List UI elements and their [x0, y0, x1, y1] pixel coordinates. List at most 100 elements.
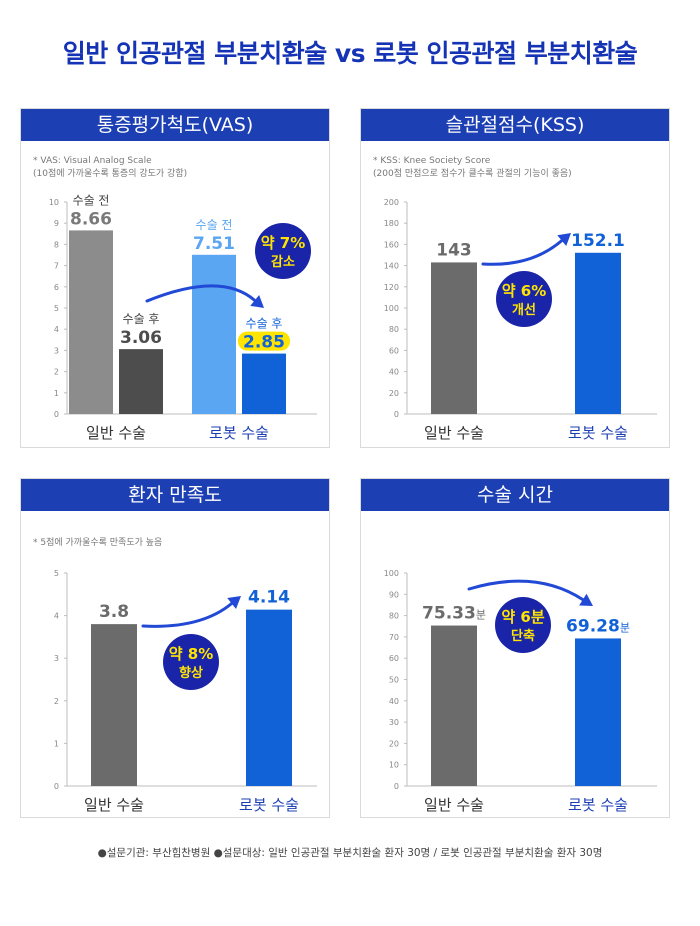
y-tick-label: 10: [49, 198, 59, 207]
chart-vas: 0 1 2 3 4 5 6 7 8 9 10 수술 전 8.66 수술 후 3.06 수술 전 7.51 수술 후…: [49, 193, 317, 442]
x-category-label: 로봇 수술: [568, 424, 628, 442]
change-badge-label: 감소: [271, 255, 295, 270]
x-category-label: 로봇 수술: [239, 796, 299, 814]
panel-vas: 통증평가척도(VAS) * VAS: Visual Analog Scale (…: [20, 108, 330, 448]
panel-satisfaction: 환자 만족도 * 5점에 가까울수록 만족도가 높음 0 1 2 3 4 5 3.8 4.14…: [20, 478, 330, 818]
panel-satisfaction-title: 환자 만족도: [21, 479, 329, 511]
change-badge-value: 약 8%: [169, 645, 214, 663]
panel-kss-title: 슬관절점수(KSS): [361, 109, 669, 141]
y-tick-label: 60: [389, 654, 399, 663]
change-badge-label: 단축: [511, 628, 535, 644]
y-tick-label: 2: [54, 697, 59, 706]
trend-arrow: [467, 579, 585, 602]
y-tick-label: 40: [389, 697, 399, 706]
change-badge: [163, 634, 219, 690]
note-line: (10점에 가까울수록 통증의 강도가 강함): [33, 169, 188, 179]
note-line: * KSS: Knee Society Score: [373, 156, 491, 166]
y-tick-label: 9: [54, 219, 59, 228]
y-tick-label: 1: [54, 739, 59, 748]
bar-pre-surgery: [192, 254, 236, 414]
panel-vas-note: * VAS: Visual Analog Scale (10점에 가까울수록 통…: [33, 155, 187, 181]
trend-arrow-head: [579, 593, 593, 606]
panel-vas-title: 통증평가척도(VAS): [21, 109, 329, 141]
change-badge-label: 개선: [512, 302, 536, 318]
bar-value-number: 75.33: [422, 604, 476, 624]
bar-value-label: 69.28분: [566, 616, 630, 636]
y-tick-label: 140: [384, 262, 399, 271]
y-tick-label: 4: [54, 612, 59, 621]
change-badge: [495, 597, 551, 653]
series-label-post: 수술 후: [123, 312, 160, 326]
y-tick-label: 60: [389, 346, 399, 355]
bar-post-surgery: [242, 353, 286, 414]
bar-pre-surgery: [69, 230, 113, 414]
y-tick-label: 3: [54, 346, 59, 355]
y-tick-label: 1: [54, 389, 59, 398]
trend-arrow: [145, 284, 257, 303]
trend-arrow: [141, 601, 234, 628]
y-tick-label: 200: [384, 198, 399, 207]
bar-value-label: 3.06: [120, 328, 162, 348]
change-badge: [255, 223, 311, 279]
trend-arrow-head: [557, 233, 571, 247]
bar-value-label: 152.1: [571, 231, 625, 251]
y-tick-label: 80: [389, 325, 399, 334]
note-line: * 5점에 가까울수록 만족도가 높음: [33, 538, 163, 548]
series-label-post: 수술 후: [246, 317, 283, 331]
y-tick-label: 160: [384, 240, 399, 249]
bar-value-label: 143: [436, 240, 472, 260]
x-category-label: 일반 수술: [86, 424, 146, 442]
trend-arrow-head: [227, 596, 241, 609]
chart-satisfaction: 0 1 2 3 4 5 3.8 4.14 일반 수술 로봇 수술 약 8% 향상: [54, 569, 317, 814]
y-tick-label: 8: [54, 240, 59, 249]
y-tick-label: 6: [54, 283, 59, 292]
y-tick-label: 0: [54, 410, 59, 419]
y-tick-label: 40: [389, 368, 399, 377]
change-badge-value: 약 7%: [261, 234, 306, 252]
y-tick-label: 5: [54, 304, 59, 313]
y-tick-label: 20: [389, 389, 399, 398]
bar-value-label: 3.8: [99, 602, 129, 622]
footer-note: ●설문기관: 부산힘찬병원 ●설문대상: 일반 인공관절 부분치환술 환자 30…: [97, 847, 603, 859]
y-tick-label: 120: [384, 283, 399, 292]
y-tick-label: 180: [384, 219, 399, 228]
panel-surgery-time: 수술 시간 0 10 20 30 40 50 60 70 80 90 100 75.33분 69.28분…: [360, 478, 670, 818]
chart-kss: 0 20 40 60 80 100 120 140 160 180 200 143 152.1 일반 수술…: [384, 198, 657, 442]
value-highlight: [238, 331, 290, 351]
bar: [431, 262, 477, 414]
y-tick-label: 100: [384, 304, 399, 313]
bar-value-unit: 분: [476, 609, 486, 622]
bar-value-label: 4.14: [248, 588, 290, 608]
trend-arrow: [481, 239, 564, 266]
y-tick-label: 2: [54, 368, 59, 377]
y-tick-label: 100: [384, 569, 399, 578]
y-tick-label: 3: [54, 654, 59, 663]
y-tick-label: 7: [54, 262, 59, 271]
y-tick-label: 50: [389, 676, 399, 685]
y-tick-label: 0: [394, 782, 399, 791]
change-badge-label: 향상: [179, 665, 203, 681]
bar-post-surgery: [119, 349, 163, 414]
y-tick-label: 4: [54, 325, 59, 334]
y-tick-label: 10: [389, 761, 399, 770]
x-category-label: 일반 수술: [84, 796, 144, 814]
bar-value-label: 2.85: [243, 333, 285, 353]
bar: [431, 625, 477, 786]
panel-kss-note: * KSS: Knee Society Score (200점 만점으로 점수가…: [373, 155, 572, 181]
y-tick-label: 20: [389, 739, 399, 748]
bar-value-label: 8.66: [70, 209, 112, 229]
bar: [91, 624, 137, 786]
trend-arrow-head: [250, 294, 264, 308]
bar: [575, 638, 621, 786]
x-category-label: 로봇 수술: [209, 424, 269, 442]
bar-value-label: 75.33분: [422, 604, 486, 624]
y-tick-label: 0: [394, 410, 399, 419]
bar-value-number: 69.28: [566, 616, 620, 636]
series-label-pre: 수술 전: [73, 193, 110, 207]
y-tick-label: 70: [389, 633, 399, 642]
y-tick-label: 5: [54, 569, 59, 578]
panel-kss: 슬관절점수(KSS) * KSS: Knee Society Score (20…: [360, 108, 670, 448]
x-category-label: 일반 수술: [424, 424, 484, 442]
bar: [575, 252, 621, 414]
